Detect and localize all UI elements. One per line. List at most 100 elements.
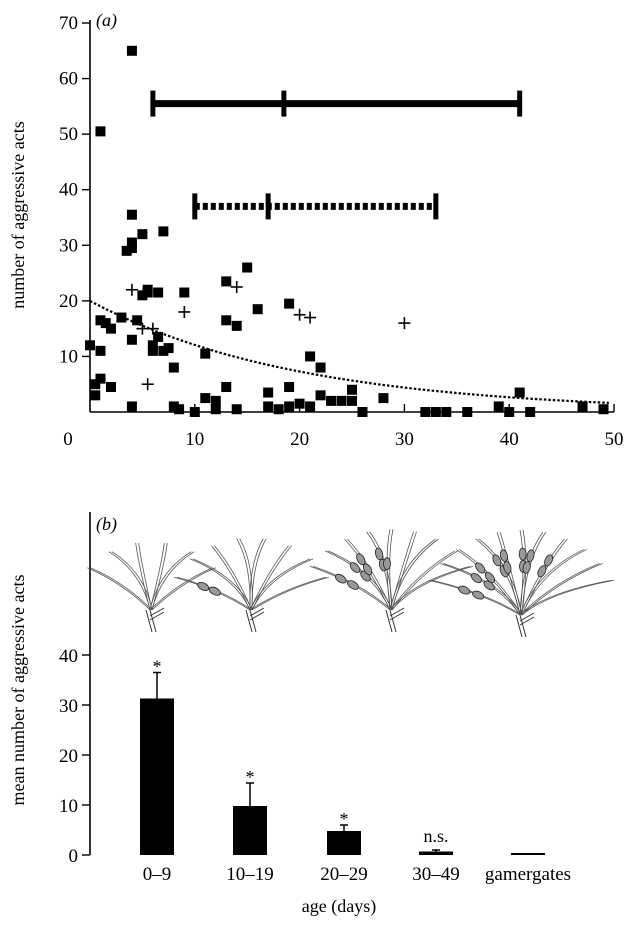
panel-a-point-square — [504, 407, 515, 417]
panel-a-y-tick-label: 30 — [59, 235, 78, 256]
panel-a-x-ticks: 0 10 20 30 40 50 — [63, 404, 624, 450]
panel-a-point-plus — [146, 322, 159, 335]
panel-a-point-square — [231, 320, 242, 331]
panel-a-point-square — [116, 312, 127, 323]
panel-a-y-tick-label: 70 — [59, 13, 78, 34]
panel-a-point-square — [153, 287, 164, 298]
panel-a-point-square — [378, 393, 389, 404]
panel-a-point-square — [137, 229, 148, 240]
panel-a-y-ticks: 10 20 30 40 50 60 70 — [59, 13, 90, 367]
panel-a-y-tick-label: 40 — [59, 180, 78, 201]
panel-a-point-square — [430, 407, 441, 417]
panel-a-y-tick-label: 10 — [59, 346, 78, 367]
panel-a-point-square — [336, 395, 347, 406]
panel-a-point-square — [147, 340, 158, 351]
panel-a-point-square — [168, 401, 179, 412]
panel-a-x-tick-label: 50 — [605, 429, 624, 450]
panel-a: 10 20 30 40 50 60 70 0 10 20 30 40 50 (a) number of… — [8, 10, 624, 450]
panel-b-category-label: 0–9 — [143, 864, 172, 885]
panel-a-x-tick-label: 0 — [63, 429, 73, 450]
panel-a-point-square — [95, 315, 106, 326]
panel-b-y-axis-title: mean number of aggressive acts — [8, 575, 28, 806]
panel-a-point-square — [126, 237, 137, 248]
panel-a-point-square — [158, 226, 169, 237]
panel-b-x-axis-title: age (days) — [302, 896, 376, 917]
panel-a-point-square — [577, 401, 588, 412]
panel-a-x-tick-label: 20 — [290, 429, 309, 450]
panel-b-category-label: gamergates — [485, 864, 571, 885]
panel-a-point-square — [221, 276, 232, 287]
panel-b-bar — [140, 698, 174, 855]
panel-a-point-square — [126, 209, 137, 220]
panel-b-category-label: 30–49 — [412, 864, 460, 885]
panel-a-y-axis-title: number of aggressive acts — [8, 121, 28, 308]
panel-a-point-square — [493, 401, 504, 412]
panel-a-point-plus — [230, 280, 243, 293]
panel-a-point-square — [263, 401, 274, 412]
panel-b-bar — [419, 851, 453, 855]
ovary-sketch-icon — [428, 529, 615, 638]
panel-b-category-label: 10–19 — [226, 864, 274, 885]
panel-a-y-tick-label: 60 — [59, 69, 78, 90]
panel-a-fit-curve-group — [89, 299, 609, 404]
panel-a-point-square — [221, 381, 232, 392]
panel-a-point-square — [420, 407, 431, 417]
panel-b: (b) 0 10 20 30 40 mean number of aggressive … — [8, 512, 615, 917]
panel-a-point-plus — [304, 311, 317, 324]
panel-b-category-label: 20–29 — [320, 864, 368, 885]
panel-a-point-square — [174, 404, 185, 415]
panel-a-point-square — [168, 362, 179, 373]
panel-a-fit-curve — [89, 299, 609, 404]
panel-a-point-square — [357, 407, 368, 417]
panel-a-point-square — [95, 345, 106, 356]
panel-a-point-square — [221, 315, 232, 326]
panel-a-y-tick-label: 50 — [59, 124, 78, 145]
panel-a-point-square — [514, 387, 525, 398]
panel-a-point-square — [441, 407, 452, 417]
panel-a-point-square — [95, 373, 106, 384]
panel-a-point-square — [100, 318, 111, 329]
panel-a-point-square — [200, 348, 211, 359]
panel-a-point-square — [158, 345, 169, 356]
panel-a-point-square — [85, 340, 95, 351]
panel-a-x-tick-label: 40 — [500, 429, 519, 450]
panel-a-point-square — [294, 398, 305, 409]
panel-a-point-square — [347, 395, 357, 406]
panel-a-axes — [89, 20, 614, 413]
panel-b-bar — [511, 853, 545, 855]
panel-a-point-plus — [125, 283, 138, 296]
panel-a-point-square — [315, 390, 326, 401]
panel-a-point-square — [163, 343, 174, 354]
panel-a-point-square — [326, 395, 337, 406]
ovary-sketch-icon — [309, 529, 474, 633]
illustrations — [87, 529, 615, 638]
panel-a-point-plus — [293, 308, 306, 321]
panel-b-significance-label: * — [153, 657, 162, 677]
panel-b-significance-label: n.s. — [423, 826, 448, 846]
panel-a-point-square — [200, 393, 211, 404]
panel-a-point-square — [273, 404, 284, 415]
panel-a-point-plus — [141, 378, 154, 391]
panel-a-point-square — [263, 387, 274, 398]
panel-a-point-square — [525, 407, 536, 417]
panel-a-point-square — [179, 287, 190, 298]
panel-b-y-tick-label: 40 — [59, 646, 78, 667]
panel-a-point-square — [90, 379, 101, 390]
panel-a-point-square — [284, 401, 295, 412]
panel-b-y-tick-label: 30 — [59, 696, 78, 717]
panel-a-point-square — [462, 407, 473, 417]
panel-a-point-square — [126, 401, 137, 412]
panel-a-point-square — [252, 304, 263, 315]
panel-a-point-square — [189, 407, 200, 417]
panel-a-point-square — [231, 404, 242, 415]
panel-a-point-square — [126, 45, 137, 56]
ovary-sketch-icon — [174, 538, 329, 633]
panel-b-y-ticks: 0 10 20 30 40 — [59, 646, 90, 867]
panel-a-point-square — [210, 395, 221, 406]
panel-a-point-square — [90, 390, 101, 401]
panel-a-point-plus — [398, 317, 411, 330]
panel-a-point-square — [126, 243, 137, 254]
panel-a-x-tick-label: 30 — [395, 429, 414, 450]
